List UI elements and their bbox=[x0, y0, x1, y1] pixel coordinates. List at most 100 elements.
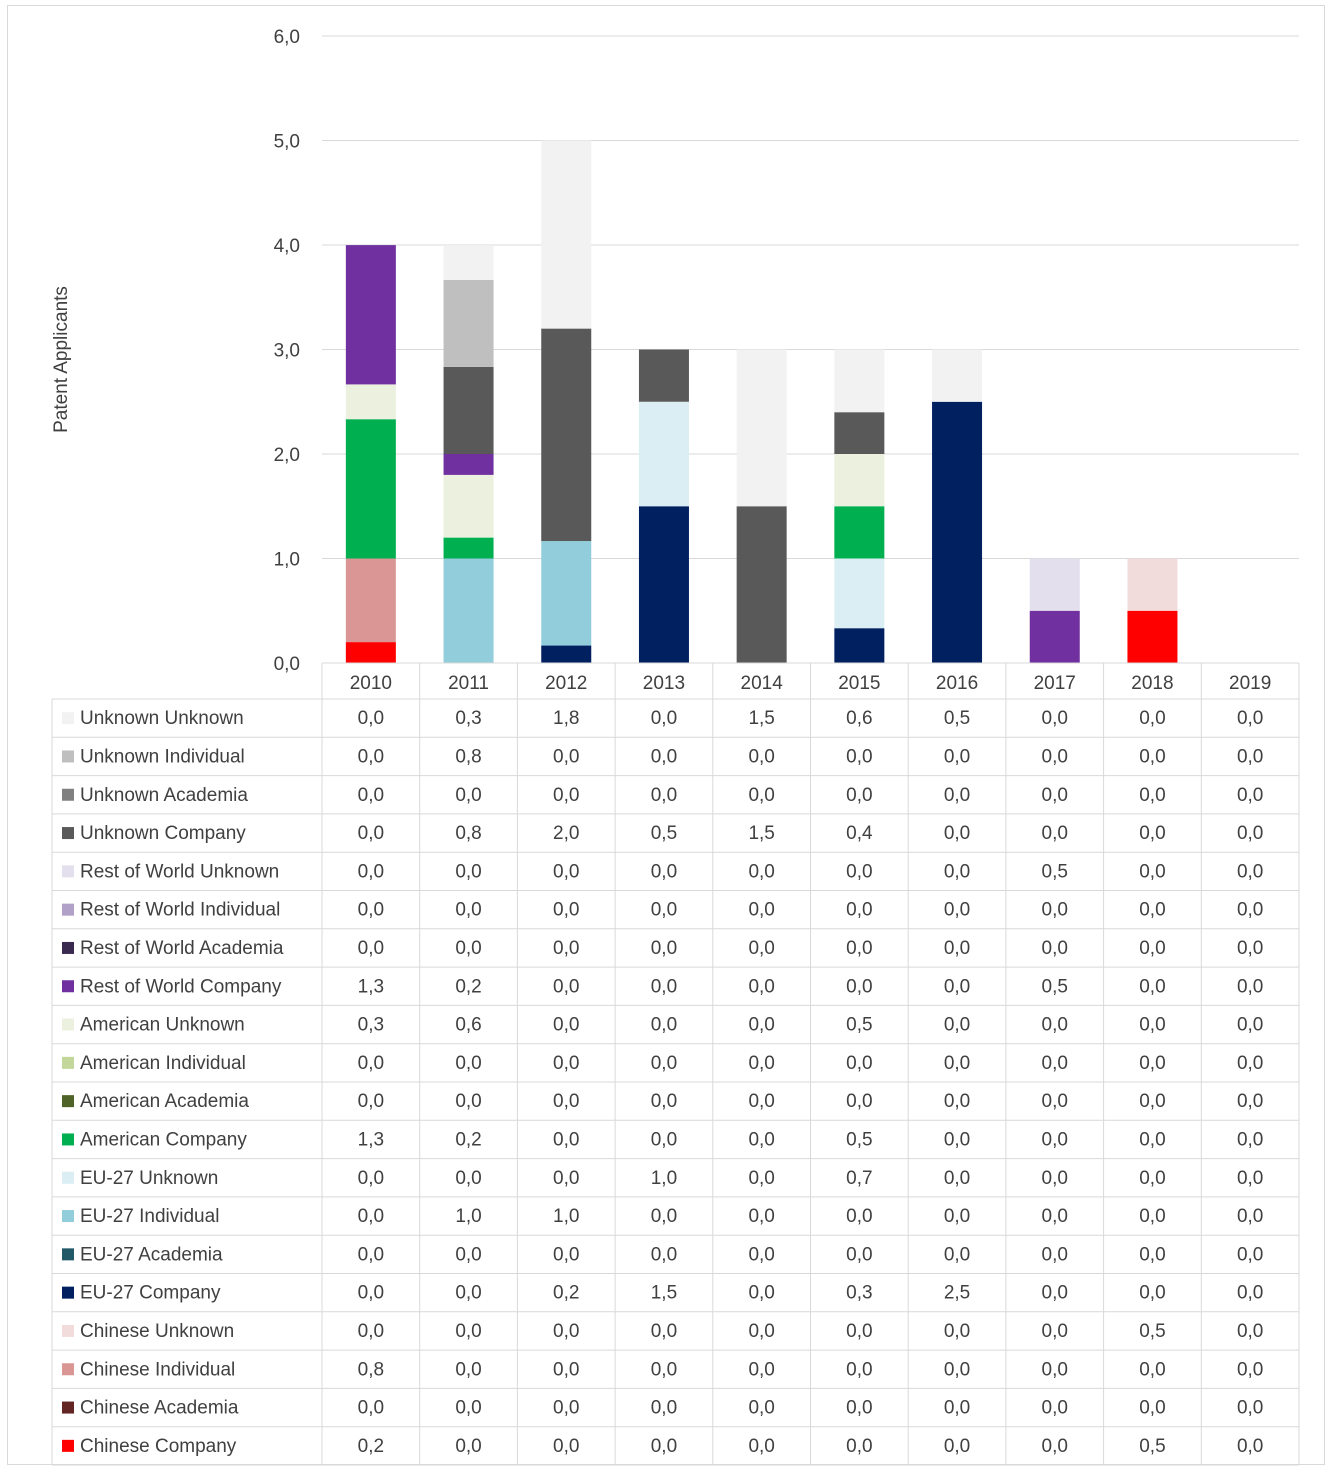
x-category-label: 2010 bbox=[350, 673, 392, 694]
table-cell-value: 0,0 bbox=[455, 1053, 481, 1074]
table-cell-value: 0,0 bbox=[651, 900, 677, 921]
table-cell-value: 0,0 bbox=[1237, 1053, 1263, 1074]
table-cell-value: 0,0 bbox=[944, 1053, 970, 1074]
table-cell-value: 0,0 bbox=[846, 1398, 872, 1419]
legend-series-name: Rest of World Unknown bbox=[80, 861, 279, 882]
table-cell-value: 0,0 bbox=[651, 1129, 677, 1150]
bar-segment bbox=[443, 245, 494, 280]
x-category-label: 2011 bbox=[448, 673, 489, 694]
table-cell-value: 0,0 bbox=[944, 823, 970, 844]
table-cell-value: 0,3 bbox=[455, 708, 481, 729]
legend-series-name: EU-27 Company bbox=[80, 1283, 221, 1304]
table-cell-value: 0,0 bbox=[1237, 1359, 1263, 1380]
table-cell-value: 0,0 bbox=[1139, 708, 1165, 729]
table-cell-value: 0,0 bbox=[651, 785, 677, 806]
table-cell-value: 0,0 bbox=[651, 1359, 677, 1380]
bar-segment bbox=[638, 401, 689, 507]
y-axis-title: Patent Applicants bbox=[51, 286, 72, 433]
table-cell-value: 0,0 bbox=[846, 1436, 872, 1457]
table-cell-value: 0,0 bbox=[1139, 900, 1165, 921]
table-cell-value: 2,0 bbox=[553, 823, 579, 844]
table-cell-value: 0,0 bbox=[651, 1321, 677, 1342]
table-cell-value: 0,0 bbox=[1237, 1436, 1263, 1457]
table-cell-value: 0,0 bbox=[944, 976, 970, 997]
bar-segment bbox=[541, 645, 592, 663]
y-tick-label: 0,0 bbox=[274, 654, 300, 675]
bar-segment bbox=[834, 558, 885, 629]
table-cell-value: 0,2 bbox=[455, 976, 481, 997]
bar-segment bbox=[443, 558, 494, 663]
table-cell-value: 0,0 bbox=[358, 708, 384, 729]
legend-key bbox=[62, 903, 74, 916]
table-cell-value: 0,0 bbox=[1237, 746, 1263, 767]
table-cell-value: 0,0 bbox=[553, 1129, 579, 1150]
table-cell-value: 0,0 bbox=[358, 1206, 384, 1227]
table-cell-value: 0,0 bbox=[944, 861, 970, 882]
table-cell-value: 0,0 bbox=[651, 1398, 677, 1419]
table-cell-value: 0,0 bbox=[846, 900, 872, 921]
legend-key bbox=[62, 1210, 74, 1223]
table-cell-value: 0,6 bbox=[455, 1015, 481, 1036]
x-category-label: 2019 bbox=[1229, 673, 1271, 694]
table-cell-value: 0,0 bbox=[1139, 1129, 1165, 1150]
table-cell-value: 0,0 bbox=[748, 1283, 774, 1304]
table-cell-value: 0,0 bbox=[553, 1091, 579, 1112]
bar-segment bbox=[932, 401, 983, 663]
bar-segment bbox=[345, 384, 396, 420]
table-cell-value: 0,0 bbox=[553, 1398, 579, 1419]
table-cell-value: 0,0 bbox=[455, 785, 481, 806]
table-cell-value: 0,0 bbox=[1237, 1015, 1263, 1036]
bar-segment bbox=[541, 140, 592, 329]
table-cell-value: 0,3 bbox=[846, 1283, 872, 1304]
table-cell-value: 0,0 bbox=[1237, 976, 1263, 997]
table-cell-value: 0,2 bbox=[455, 1129, 481, 1150]
table-cell-value: 0,0 bbox=[358, 1053, 384, 1074]
table-cell-value: 0,0 bbox=[651, 861, 677, 882]
table-cell-value: 0,0 bbox=[553, 938, 579, 959]
bar-segment bbox=[443, 537, 494, 559]
table-cell-value: 0,0 bbox=[358, 861, 384, 882]
table-cell-value: 0,0 bbox=[748, 1436, 774, 1457]
table-cell-value: 0,7 bbox=[846, 1168, 872, 1189]
table-cell-value: 0,0 bbox=[358, 900, 384, 921]
table-cell-value: 0,0 bbox=[1139, 746, 1165, 767]
table-cell-value: 0,0 bbox=[944, 1359, 970, 1380]
y-tick-label: 3,0 bbox=[274, 341, 300, 362]
bar-segment bbox=[736, 506, 787, 663]
bar-segment bbox=[834, 628, 885, 663]
legend-series-name: American Academia bbox=[80, 1091, 249, 1112]
legend-series-name: Chinese Company bbox=[80, 1436, 237, 1457]
table-cell-value: 0,0 bbox=[553, 785, 579, 806]
legend-key bbox=[62, 1056, 74, 1069]
legend-key bbox=[62, 1401, 74, 1414]
table-cell-value: 0,0 bbox=[455, 1359, 481, 1380]
table-cell-value: 0,5 bbox=[846, 1015, 872, 1036]
bar-segment bbox=[541, 328, 592, 542]
table-cell-value: 1,0 bbox=[651, 1168, 677, 1189]
table-cell-value: 0,0 bbox=[1237, 1091, 1263, 1112]
y-tick-label: 2,0 bbox=[274, 445, 300, 466]
table-cell-value: 0,0 bbox=[455, 938, 481, 959]
table-cell-value: 0,8 bbox=[455, 823, 481, 844]
table-cell-value: 0,0 bbox=[748, 1015, 774, 1036]
table-cell-value: 0,8 bbox=[358, 1359, 384, 1380]
legend-key bbox=[62, 980, 74, 993]
table-cell-value: 0,0 bbox=[846, 976, 872, 997]
table-cell-value: 0,0 bbox=[748, 1053, 774, 1074]
table-cell-value: 0,0 bbox=[944, 938, 970, 959]
table-cell-value: 0,0 bbox=[1042, 746, 1068, 767]
table-cell-value: 0,0 bbox=[553, 1321, 579, 1342]
table-cell-value: 0,0 bbox=[1139, 1283, 1165, 1304]
table-cell-value: 0,0 bbox=[944, 1244, 970, 1265]
table-cell-value: 0,0 bbox=[846, 746, 872, 767]
table-cell-value: 1,3 bbox=[358, 976, 384, 997]
bar-segment bbox=[834, 454, 885, 507]
table-cell-value: 0,0 bbox=[1139, 1091, 1165, 1112]
table-cell-value: 0,0 bbox=[1042, 1053, 1068, 1074]
legend-series-name: EU-27 Academia bbox=[80, 1244, 223, 1265]
table-cell-value: 0,0 bbox=[553, 1436, 579, 1457]
table-cell-value: 1,0 bbox=[553, 1206, 579, 1227]
y-tick-label: 1,0 bbox=[274, 550, 300, 571]
table-cell-value: 0,0 bbox=[358, 1283, 384, 1304]
table-cell-value: 0,0 bbox=[1237, 900, 1263, 921]
